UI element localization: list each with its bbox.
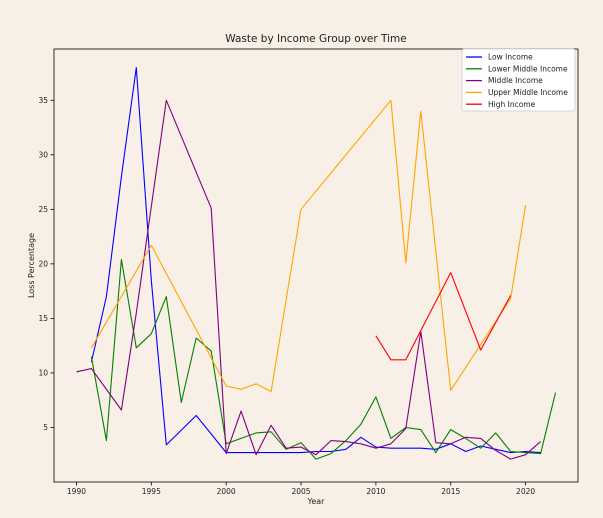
x-tick-label: 2000 bbox=[217, 487, 236, 496]
y-tick-label: 15 bbox=[38, 314, 48, 323]
chart-title: Waste by Income Group over Time bbox=[225, 33, 406, 45]
legend-entry-label: High Income bbox=[488, 100, 536, 109]
series-line-lower-middle-income bbox=[90, 258, 557, 460]
x-axis-label: Year bbox=[307, 497, 326, 506]
x-tick-label: 2005 bbox=[291, 487, 310, 496]
x-tick-label: 1990 bbox=[67, 487, 86, 496]
y-axis: 5 10 15 20 25 30 35 bbox=[38, 96, 54, 432]
legend-entry-label: Upper Middle Income bbox=[488, 88, 568, 97]
x-tick-label: 2020 bbox=[516, 487, 535, 496]
legend-entry-label: Middle Income bbox=[488, 76, 543, 85]
y-tick-label: 35 bbox=[38, 96, 48, 105]
plot-frame bbox=[53, 48, 579, 483]
x-tick-label: 1995 bbox=[142, 487, 161, 496]
legend-entry-label: Lower Middle Income bbox=[488, 64, 568, 73]
series-line-upper-middle-income bbox=[90, 99, 527, 393]
y-tick-label: 25 bbox=[38, 205, 48, 214]
legend-box bbox=[461, 48, 576, 112]
series-layer bbox=[76, 66, 557, 460]
x-tick-label: 2015 bbox=[441, 487, 460, 496]
legend-entry-label: Low Income bbox=[488, 53, 533, 62]
y-tick-label: 10 bbox=[38, 369, 48, 378]
series-line-middle-income bbox=[76, 99, 541, 460]
x-tick-label: 2010 bbox=[366, 487, 385, 496]
y-tick-label: 20 bbox=[38, 260, 48, 269]
series-line-low-income bbox=[90, 66, 541, 454]
x-axis: 1990 1995 2000 2005 2010 2015 2020 bbox=[67, 482, 535, 496]
y-tick-label: 30 bbox=[38, 150, 48, 159]
y-axis-label: Loss Percentage bbox=[27, 233, 36, 298]
series-line-high-income bbox=[375, 272, 512, 361]
legend: Low Income Lower Middle Income Middle Inco… bbox=[461, 48, 576, 112]
y-tick-label: 5 bbox=[43, 423, 48, 432]
